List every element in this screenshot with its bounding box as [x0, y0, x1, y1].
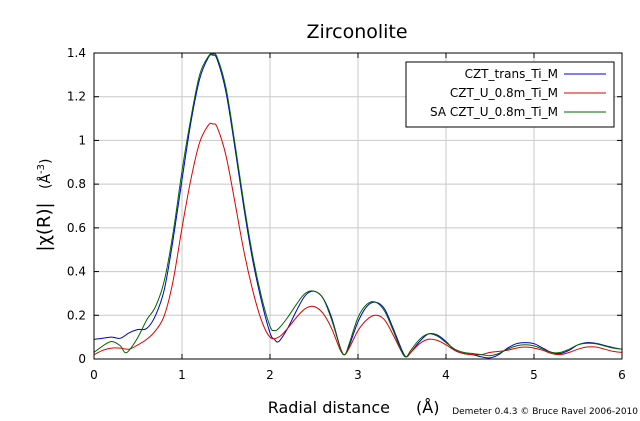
series-line-2 — [93, 122, 623, 358]
series-line-3 — [93, 53, 623, 358]
x-tick-label: 4 — [442, 368, 450, 382]
legend: CZT_trans_Ti_M CZT_U_0.8m_Ti_M SA CZT_U_0.… — [405, 61, 615, 128]
legend-box — [405, 61, 615, 128]
y-tick-label: 1.2 — [67, 90, 86, 104]
y-tick-label: 0.4 — [67, 265, 86, 279]
legend-label: CZT_trans_Ti_M — [465, 67, 558, 81]
legend-label: CZT_U_0.8m_Ti_M — [450, 86, 558, 100]
series-lines — [93, 53, 623, 359]
x-tick-label: 2 — [266, 368, 274, 382]
y-tick-label: 1 — [78, 133, 86, 147]
x-tick-label: 1 — [178, 368, 186, 382]
x-tick-label: 5 — [530, 368, 538, 382]
legend-label: SA CZT_U_0.8m_Ti_M — [430, 105, 558, 119]
series-line-1 — [93, 54, 623, 359]
x-axis-label: Radial distance — [268, 398, 390, 417]
y-axis-label: |χ(R)| (Å-3) — [34, 159, 55, 252]
x-tick-label: 0 — [90, 368, 98, 382]
ticks: 0 1 2 3 4 5 6 0 0.2 0.4 0.6 0.8 1 1.2 1.4 — [67, 46, 626, 382]
x-tick-label: 6 — [618, 368, 626, 382]
y-tick-label: 1.4 — [67, 46, 86, 60]
y-tick-label: 0 — [78, 352, 86, 366]
y-tick-label: 0.6 — [67, 221, 86, 235]
grid — [94, 53, 622, 359]
y-axis-label-unit: (Å-3) — [36, 159, 54, 190]
credit-text: Demeter 0.4.3 © Bruce Ravel 2006-2010 — [452, 407, 638, 417]
y-tick-label: 0.8 — [67, 177, 86, 191]
y-tick-label: 0.2 — [67, 308, 86, 322]
x-tick-label: 3 — [354, 368, 362, 382]
chart-title: Zirconolite — [306, 21, 407, 43]
y-axis-label-main: |χ(R)| — [34, 202, 55, 251]
x-axis-unit: (Å) — [416, 398, 439, 417]
